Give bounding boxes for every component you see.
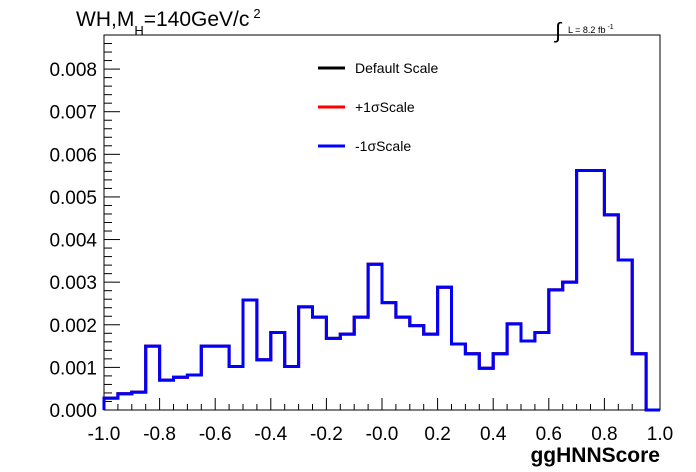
y-axis: 0.000 0.001 0.002 0.003 0.004 0.005 0.006 0.007… [49,34,120,422]
legend: Default Scale +1σScale -1σScale [318,60,438,154]
x-tick-label: -0.6 [199,424,232,445]
luminosity-text: L = 8.2 fb [568,25,605,35]
legend-label-2: -1σScale [355,138,411,154]
chart-title: WH,MH=140GeV/c 2 [76,6,261,38]
y-tick-label: 0.004 [49,231,97,252]
integral-symbol: ∫ [553,18,563,43]
legend-label-0: Default Scale [355,60,438,76]
x-tick-label: 0.2 [424,424,450,445]
x-tick-label: 0.4 [480,424,507,445]
y-tick-label: 0.006 [49,145,97,166]
title-prefix: WH,M [76,8,134,31]
y-tick-label: 0.002 [49,316,97,337]
luminosity-superscript: -1 [607,24,613,31]
y-tick-label: 0.005 [49,188,97,209]
title-superscript: 2 [253,6,260,21]
x-tick-label: -0.0 [366,424,399,445]
y-tick-label: 0.001 [49,358,97,379]
x-tick-label: -1.0 [88,424,121,445]
y-tick-label: 0.008 [49,60,97,81]
x-tick-label: 0.8 [591,424,617,445]
y-tick-label: 0.003 [49,273,97,294]
x-axis: -1.0 -0.8 -0.6 -0.4 -0.2 -0.0 0.2 0.4 0.6 0.8 1.0 [88,398,673,445]
luminosity-annotation: L = 8.2 fb -1 [568,24,614,35]
y-tick-label: 0.007 [49,103,97,124]
y-tick-label: 0.000 [49,401,97,422]
x-axis-label: ggHNNScore [530,444,660,467]
histogram-series [102,169,660,412]
title-subscript: H [134,23,143,38]
x-tick-label: -0.2 [310,424,343,445]
title-suffix: =140GeV/c [144,8,250,31]
x-tick-label: 1.0 [647,424,673,445]
x-tick-label: -0.8 [143,424,176,445]
legend-label-1: +1σScale [355,99,415,115]
x-tick-label: -0.4 [254,424,287,445]
series-line-2 [102,169,660,412]
x-tick-label: 0.6 [536,424,562,445]
